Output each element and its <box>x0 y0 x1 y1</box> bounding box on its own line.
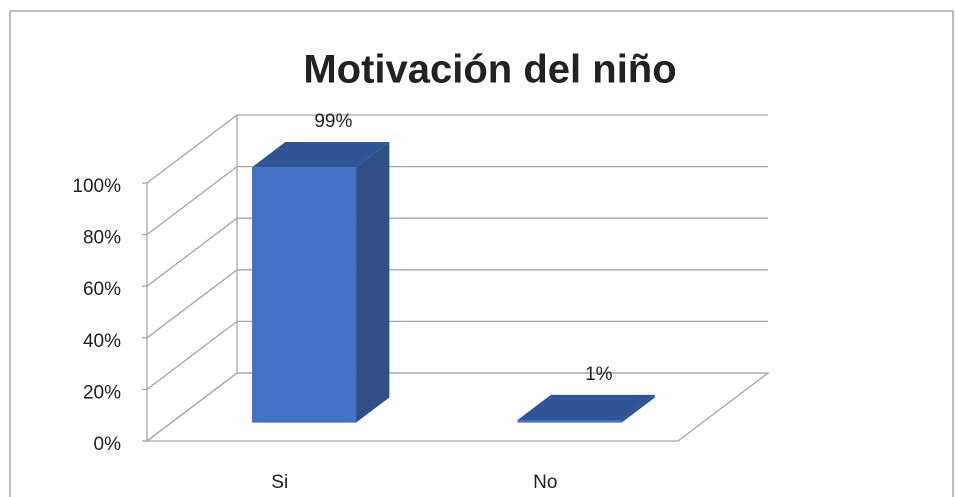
bar-side <box>621 394 655 423</box>
grid-line <box>146 217 768 287</box>
grid-line <box>146 320 768 390</box>
y-tick-label: 20% <box>83 382 121 403</box>
x-tick-label: No <box>533 472 557 493</box>
chart-title: Motivación del niño <box>303 48 676 92</box>
bar-front <box>252 167 357 423</box>
bar-top <box>252 142 390 168</box>
y-tick-label: 60% <box>83 279 121 300</box>
value-label: 99% <box>314 111 352 132</box>
bar-side <box>356 142 390 423</box>
y-tick-label: 40% <box>83 331 121 352</box>
x-tick-label: Si <box>271 472 288 493</box>
y-tick-label: 100% <box>72 176 121 197</box>
y-tick-label: 0% <box>94 434 122 455</box>
grid-line <box>146 372 768 442</box>
grid-line <box>146 165 768 236</box>
bar-front <box>517 420 622 423</box>
value-label: 1% <box>585 364 613 385</box>
grid-line <box>146 269 768 339</box>
y-tick-label: 80% <box>83 228 121 249</box>
chart-border <box>9 10 954 497</box>
grid-line <box>146 114 768 184</box>
bar-top <box>517 394 655 421</box>
